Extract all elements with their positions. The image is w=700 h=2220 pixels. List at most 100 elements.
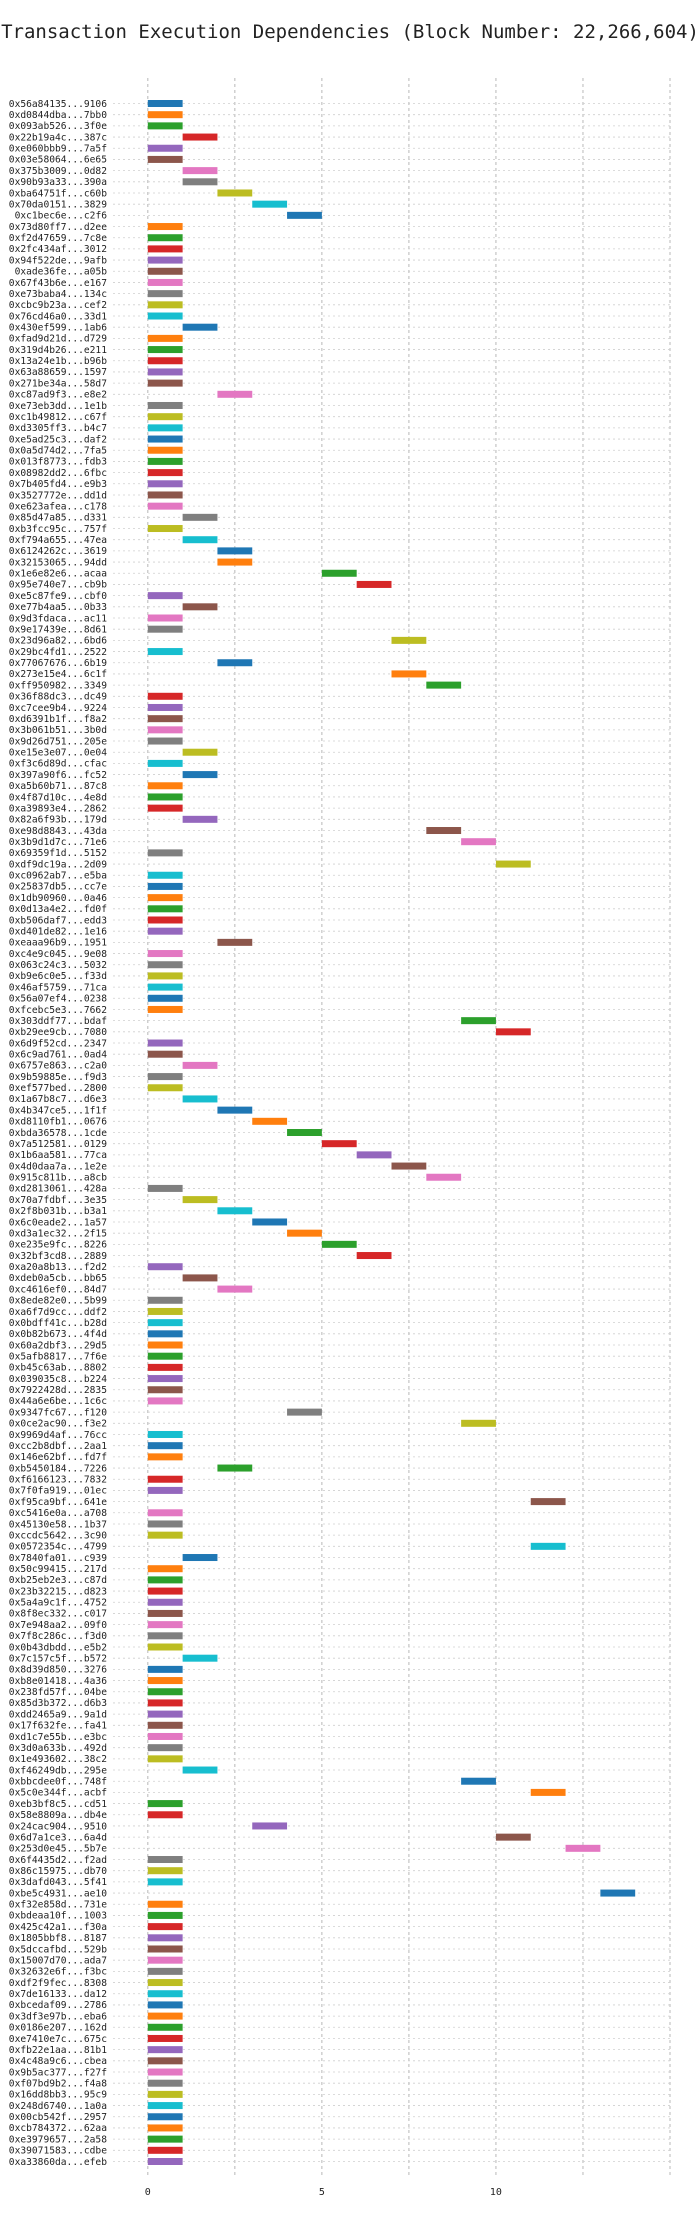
transaction-bar — [147, 413, 183, 421]
transaction-bar — [565, 1844, 601, 1852]
transaction-bar — [147, 1609, 183, 1617]
transaction-bar — [147, 927, 183, 935]
transaction-label: 0xbbcdee0f...748f — [9, 1777, 107, 1788]
transaction-bar — [461, 838, 496, 846]
transaction-bar — [217, 938, 253, 946]
transaction-label: 0x85d47a85...d331 — [9, 513, 107, 524]
transaction-label: 0x1b6aa581...77ca — [9, 1150, 107, 1161]
transaction-label: 0xbda36578...1cde — [9, 1128, 107, 1139]
transaction-label: 0xdf2f9fec...8308 — [9, 1978, 107, 1989]
transaction-label: 0x03e58064...6e65 — [9, 155, 107, 166]
transaction-label: 0xdf9dc19a...2d09 — [9, 859, 107, 870]
transaction-bar — [147, 1330, 183, 1338]
transaction-label: 0xf07bd9b2...f4a8 — [9, 2079, 107, 2090]
transaction-label: 0xe3979657...2a58 — [9, 2134, 107, 2145]
transaction-label: 0x0572354c...4799 — [9, 1542, 107, 1553]
transaction-bar — [147, 849, 183, 857]
transaction-label: 0x4c48a9c6...cbea — [9, 2056, 107, 2067]
transaction-label: 0x7f0fa919...01ec — [9, 1486, 107, 1497]
transaction-bar — [147, 1856, 183, 1864]
transaction-bar — [147, 1430, 183, 1438]
transaction-bar — [147, 894, 183, 902]
transaction-label: 0x45130e58...1b37 — [9, 1519, 107, 1530]
transaction-bar — [287, 1129, 322, 1136]
transaction-label: 0xcc2b8dbf...2aa1 — [9, 1441, 107, 1452]
transaction-bar — [147, 2046, 183, 2054]
transaction-bar — [147, 2034, 183, 2042]
transaction-label: 0x73d80ff7...d2ee — [9, 222, 107, 233]
transaction-label: 0x25837db5...cc7e — [9, 882, 107, 893]
transaction-label: 0x94f522de...9afb — [9, 255, 107, 266]
transaction-label: 0xf3c6d89d...cfac — [9, 759, 107, 770]
transaction-label: 0xe623afea...c178 — [9, 501, 107, 512]
transaction-label: 0x303ddf77...bdaf — [9, 1016, 107, 1027]
transaction-label: 0x63a88659...1597 — [9, 367, 107, 378]
transaction-bar — [495, 1028, 531, 1036]
transaction-bar — [147, 1598, 183, 1606]
transaction-bar — [147, 122, 183, 130]
transaction-label: 0x7f8c286c...f3d0 — [9, 1631, 107, 1642]
transaction-bar — [252, 200, 288, 208]
transaction-label: 0x44a6e6be...1c6c — [9, 1396, 107, 1407]
transaction-bar — [147, 2068, 183, 2076]
transaction-label: 0x0b82b673...4f4d — [9, 1329, 107, 1340]
transaction-bar — [147, 1744, 183, 1752]
transaction-bar — [356, 580, 392, 588]
x-tick-label: 5 — [319, 2187, 325, 2198]
transaction-bar — [147, 2023, 183, 2031]
transaction-bar — [147, 1073, 183, 1081]
transaction-bar — [147, 256, 183, 264]
transaction-bar — [147, 1319, 183, 1327]
transaction-bar — [147, 1710, 183, 1718]
transaction-bar — [217, 1207, 253, 1215]
transaction-label: 0x063c24c3...5032 — [9, 960, 107, 971]
transaction-label: 0x23b32215...d823 — [9, 1586, 107, 1597]
transaction-bar — [461, 1419, 496, 1427]
transaction-label: 0x7b405fd4...e9b3 — [9, 479, 107, 490]
transaction-label: 0x9b5ac377...f27f — [9, 2067, 107, 2078]
transaction-label: 0x6c0eade2...1a57 — [9, 1217, 107, 1228]
transaction-bar — [147, 1486, 183, 1494]
transaction-label: 0x8ede82e0...5b99 — [9, 1296, 107, 1307]
transaction-label: 0x915c811b...a8cb — [9, 1173, 107, 1184]
transaction-label: 0xc7cee9b4...9224 — [9, 703, 107, 714]
transaction-bar — [182, 603, 218, 611]
transaction-label: 0xa39893e4...2862 — [9, 803, 107, 814]
transaction-label: 0xd1c7e55b...e3bc — [9, 1732, 107, 1743]
transaction-bar — [147, 1050, 183, 1058]
transaction-label: 0x3dafd043...5f41 — [9, 1877, 107, 1888]
transaction-bar — [182, 323, 218, 331]
transaction-label: 0x273e15e4...6c1f — [9, 669, 107, 680]
transaction-bar — [147, 1934, 183, 1942]
transaction-label: 0x146e62bf...fd7f — [9, 1452, 107, 1463]
transaction-label: 0xbcedaf09...2786 — [9, 2000, 107, 2011]
transaction-label: 0x5a4a9c1f...4752 — [9, 1598, 107, 1609]
transaction-label: 0x32153065...94dd — [9, 557, 107, 568]
transaction-bar — [147, 715, 183, 723]
transaction-label: 0xb29ee9cb...7080 — [9, 1027, 107, 1038]
transaction-bar — [182, 815, 218, 823]
transaction-bar — [252, 1822, 288, 1830]
transaction-bar — [147, 1878, 183, 1886]
transaction-bar — [217, 390, 253, 398]
transaction-label: 0x0bdff41c...b28d — [9, 1318, 107, 1329]
transaction-label: 0x82a6f93b...179d — [9, 815, 107, 826]
transaction-label: 0x39071583...cdbe — [9, 2146, 107, 2157]
transaction-bar — [182, 178, 218, 186]
transaction-bar — [147, 905, 183, 913]
transaction-label: 0xe77b4aa5...0b33 — [9, 602, 107, 613]
transaction-bar — [147, 290, 183, 298]
transaction-bar — [287, 1229, 322, 1237]
transaction-label: 0x46af5759...71ca — [9, 982, 107, 993]
transaction-label: 0x238fd57f...04be — [9, 1687, 107, 1698]
transaction-label: 0x7de16133...da12 — [9, 1989, 107, 2000]
transaction-label: 0xade36fe...a05b — [15, 267, 108, 278]
transaction-label: 0x093ab526...3f0e — [9, 121, 107, 132]
transaction-label: 0x32bf3cd8...2889 — [9, 1251, 107, 1262]
transaction-label: 0x76cd46a0...33d1 — [9, 311, 107, 322]
transaction-label: 0x70da0151...3829 — [9, 199, 107, 210]
x-tick-label: 0 — [145, 2187, 151, 2198]
transaction-bar — [147, 1184, 183, 1192]
transaction-label: 0x0ce2ac90...f3e2 — [9, 1419, 107, 1430]
